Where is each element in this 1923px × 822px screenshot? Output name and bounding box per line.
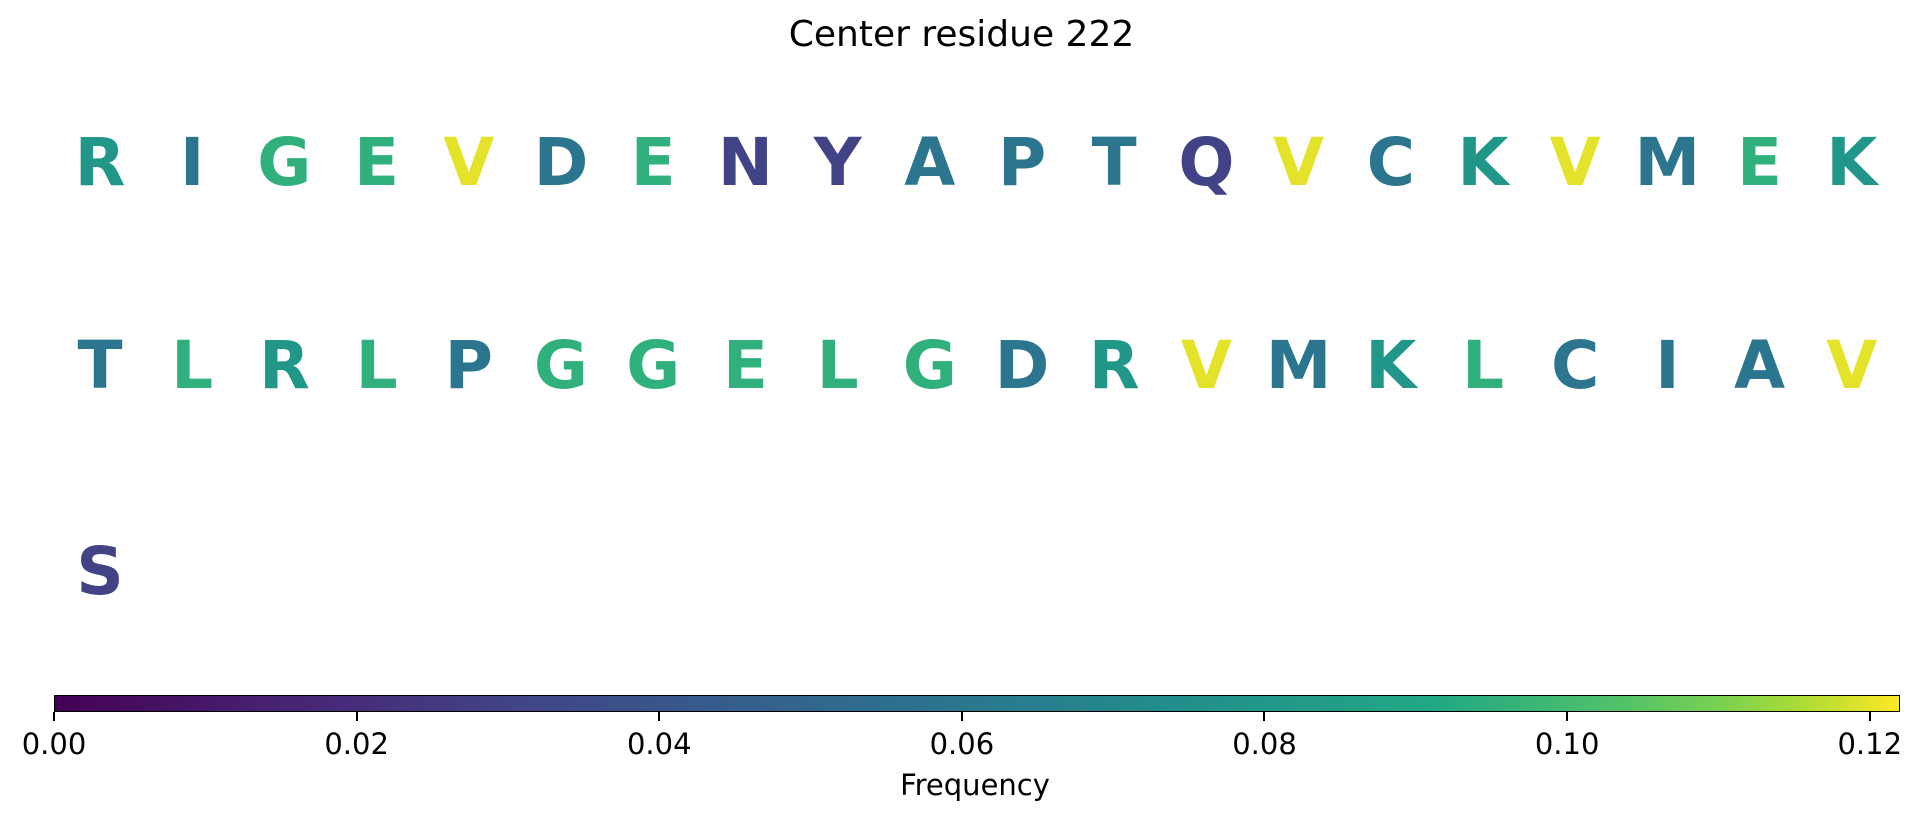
residue-letter: G <box>902 327 957 404</box>
residue-letter: R <box>258 327 310 404</box>
residue-letter: V <box>1826 327 1878 404</box>
residue-letter: Q <box>1178 124 1235 201</box>
residue-letter: V <box>1273 124 1325 201</box>
residue-letter: C <box>1366 124 1416 201</box>
residue-letter: L <box>816 327 859 404</box>
residue-letter: Y <box>813 124 862 201</box>
residue-letter: G <box>257 124 312 201</box>
residue-letter: E <box>1737 124 1783 201</box>
colorbar-tick <box>1868 712 1871 721</box>
colorbar <box>54 695 1900 712</box>
residue-letter: R <box>74 124 126 201</box>
residue-letter: K <box>1457 124 1509 201</box>
colorbar-tick <box>53 712 55 721</box>
residue-letter: E <box>354 124 400 201</box>
residue-letter: V <box>1549 124 1601 201</box>
residue-letter: K <box>1826 124 1878 201</box>
residue-letter: E <box>722 327 768 404</box>
colorbar-tick <box>355 712 358 721</box>
residue-letter: C <box>1550 327 1600 404</box>
colorbar-tick <box>658 712 661 721</box>
residue-letter: L <box>355 327 398 404</box>
residue-letter: A <box>1734 327 1786 404</box>
residue-letter: S <box>76 533 124 610</box>
residue-letter: G <box>533 327 589 404</box>
colorbar-tick <box>1263 712 1266 721</box>
colorbar-tick-label: 0.10 <box>1534 727 1600 761</box>
residue-letter: E <box>630 124 676 201</box>
residue-letter: M <box>1265 327 1332 404</box>
residue-letter: I <box>179 124 205 201</box>
residue-letter: N <box>717 124 774 201</box>
colorbar-tick-label: 0.04 <box>626 727 692 761</box>
residue-letter: L <box>171 327 214 404</box>
colorbar-label: Frequency <box>900 768 1050 802</box>
residue-letter: G <box>626 327 681 404</box>
residue-letter: D <box>533 124 589 201</box>
residue-letter: D <box>994 327 1050 404</box>
residue-letter: V <box>443 124 495 201</box>
chart-title: Center residue 222 <box>788 14 1135 55</box>
residue-letter: V <box>1180 327 1232 404</box>
colorbar-tick-label: 0.06 <box>929 727 995 761</box>
residue-letter: T <box>77 327 123 404</box>
residue-letter: I <box>1655 327 1680 404</box>
colorbar-tick <box>960 712 963 721</box>
colorbar-tick-label: 0.02 <box>324 727 389 761</box>
colorbar-tick-label: 0.12 <box>1837 727 1903 761</box>
residue-letter: T <box>1091 124 1137 201</box>
residue-letter: R <box>1088 327 1140 404</box>
colorbar-tick-label: 0.00 <box>21 727 87 761</box>
residue-letter: K <box>1365 327 1417 404</box>
residue-letter: P <box>444 327 493 404</box>
residue-letter: P <box>997 124 1047 201</box>
colorbar-tick <box>1566 712 1569 721</box>
residue-letter: L <box>1461 327 1505 404</box>
colorbar-tick-label: 0.08 <box>1232 727 1297 761</box>
residue-letter: M <box>1634 124 1701 201</box>
residue-letter: A <box>904 124 956 201</box>
